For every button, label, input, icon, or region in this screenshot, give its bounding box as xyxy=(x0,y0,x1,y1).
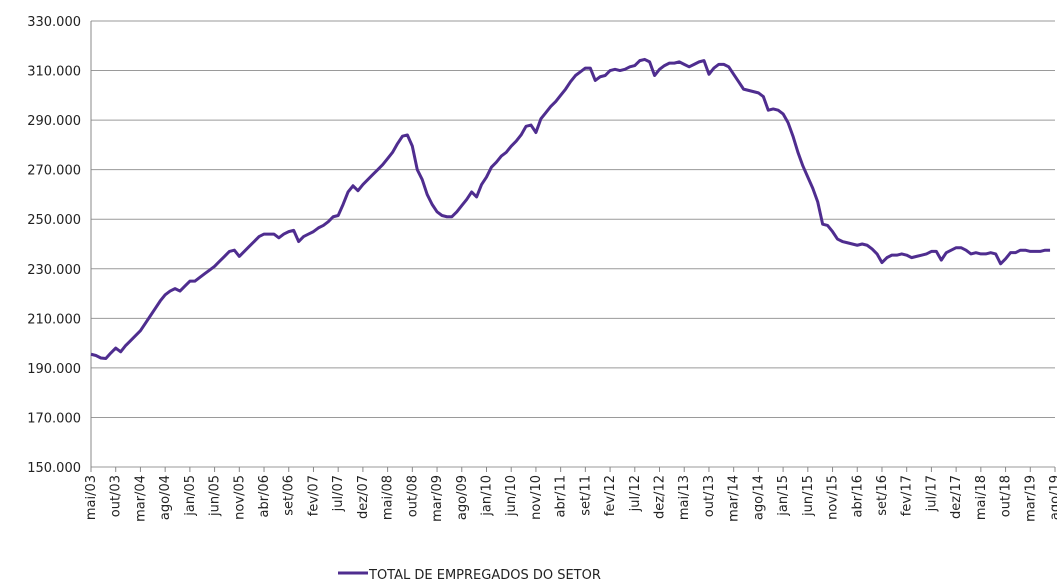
y-tick-label: 150.000 xyxy=(27,461,81,476)
y-tick-label: 310.000 xyxy=(27,65,81,80)
x-tick-label: jun/05 xyxy=(208,475,223,517)
x-tick-label: nov/10 xyxy=(529,475,544,520)
x-tick-label: mar/09 xyxy=(430,475,445,522)
x-tick-label: ago/14 xyxy=(751,475,766,520)
x-tick-label: fev/17 xyxy=(900,475,915,516)
x-tick-label: ago/19 xyxy=(1048,475,1057,520)
y-tick-label: 330.000 xyxy=(27,15,81,30)
x-tick-label: nov/15 xyxy=(826,475,841,520)
x-tick-label: nov/05 xyxy=(232,475,247,520)
x-tick-label: ago/04 xyxy=(158,475,173,520)
x-tick-label: out/03 xyxy=(109,475,124,517)
y-tick-label: 190.000 xyxy=(27,362,81,377)
line xyxy=(90,57,1051,360)
legend-label: TOTAL DE EMPREGADOS DO SETOR xyxy=(368,568,601,582)
x-tick-label: set/16 xyxy=(875,475,890,516)
x-tick-label: abr/11 xyxy=(554,475,569,518)
x-tick-label: fev/12 xyxy=(603,475,618,516)
x-tick-label: jun/15 xyxy=(801,475,816,517)
x-tick-label: mai/03 xyxy=(84,475,99,520)
x-tick-label: set/11 xyxy=(578,475,593,516)
x-tick-label: jul/07 xyxy=(331,475,346,512)
x-tick-label: abr/16 xyxy=(850,475,865,518)
x-tick-label: out/18 xyxy=(999,475,1014,517)
x-tick-label: out/13 xyxy=(702,475,717,517)
x-tick-label: jan/15 xyxy=(776,475,791,517)
x-tick-label: mar/19 xyxy=(1023,475,1038,522)
x-tick-label: jul/12 xyxy=(628,475,643,512)
y-tick-label: 250.000 xyxy=(27,213,81,228)
x-tick-label: out/08 xyxy=(405,475,420,517)
x-tick-label: dez/07 xyxy=(356,475,371,519)
x-tick-label: set/06 xyxy=(282,475,297,516)
x-tick-label: mar/14 xyxy=(727,475,742,522)
x-tick-label: abr/06 xyxy=(257,475,272,518)
x-tick-label: dez/17 xyxy=(949,475,964,519)
x-tick-label: mar/04 xyxy=(133,475,148,522)
y-tick-label: 230.000 xyxy=(27,263,81,278)
x-tick-label: mai/13 xyxy=(677,475,692,520)
x-tick-label: fev/07 xyxy=(306,475,321,516)
x-tick-label: jun/10 xyxy=(504,475,519,517)
x-tick-label: mai/18 xyxy=(974,475,989,520)
y-tick-label: 170.000 xyxy=(27,411,81,426)
y-tick-label: 210.000 xyxy=(27,312,81,327)
x-tick-label: jan/05 xyxy=(183,475,198,517)
x-tick-label: jan/10 xyxy=(479,475,494,517)
x-tick-label: mai/08 xyxy=(381,475,396,520)
y-tick-label: 270.000 xyxy=(27,164,81,179)
y-tick-label: 290.000 xyxy=(27,114,81,129)
x-tick-label: jul/17 xyxy=(924,475,939,512)
x-tick-label: ago/09 xyxy=(455,475,470,520)
x-tick-label: dez/12 xyxy=(653,475,668,519)
